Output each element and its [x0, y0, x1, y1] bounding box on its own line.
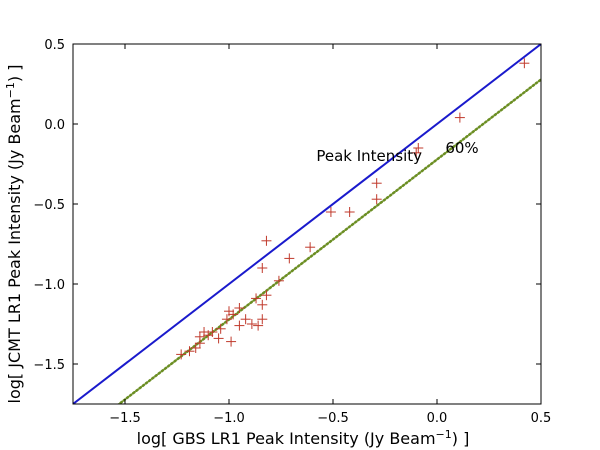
- data-point: [184, 346, 195, 357]
- reference-lines: [73, 44, 541, 404]
- data-point: [257, 299, 268, 310]
- y-tick-label: 0.0: [44, 118, 65, 133]
- data-point: [226, 336, 237, 347]
- sixty-percent-line: [117, 78, 541, 404]
- data-point: [261, 290, 272, 301]
- data-point: [454, 112, 465, 123]
- data-point: [273, 275, 284, 286]
- y-axis-label: log[ JCMT LR1 Peak Intensity (Jy Beam−1)…: [4, 65, 25, 404]
- x-axis-label-exponent: −1: [436, 428, 452, 441]
- data-point: [519, 58, 530, 69]
- y-tick-label: 0.5: [44, 38, 65, 53]
- data-points: [176, 58, 530, 360]
- y-axis-label-exponent: −1: [4, 82, 17, 98]
- axis-ticks: −1.5 −1.0 −0.5 0.0 0.5 −1.5 −1.0 −0.5 0.0 0.5: [33, 38, 551, 426]
- annotation-60-percent: 60%: [445, 139, 478, 157]
- data-point: [224, 306, 234, 317]
- x-axis-label-close: ) ]: [452, 429, 470, 448]
- data-point: [411, 147, 422, 158]
- data-point: [215, 323, 226, 334]
- y-axis-label-close: ) ]: [5, 65, 24, 83]
- data-point: [240, 314, 251, 325]
- x-axis-label-main: log[ GBS LR1 Peak Intensity (Jy Beam: [137, 429, 436, 448]
- plot-frame: [72, 43, 542, 405]
- x-tick-label: −1.5: [109, 411, 141, 426]
- x-tick-label: −1.0: [213, 411, 245, 426]
- data-point: [253, 320, 264, 331]
- data-point: [246, 319, 257, 329]
- data-point: [234, 320, 245, 331]
- data-point: [213, 333, 224, 344]
- data-point: [190, 343, 201, 353]
- y-tick-label: −1.0: [33, 278, 65, 293]
- data-point: [305, 242, 316, 253]
- data-point: [344, 207, 355, 217]
- data-point: [176, 349, 187, 360]
- data-point: [371, 194, 382, 205]
- x-tick-label: −0.5: [317, 411, 349, 426]
- data-point: [371, 178, 382, 189]
- x-axis-label: log[ GBS LR1 Peak Intensity (Jy Beam−1) …: [137, 428, 470, 449]
- data-point: [261, 235, 272, 246]
- data-point: [194, 338, 205, 349]
- x-tick-label: 0.0: [427, 411, 448, 426]
- one-to-one-line: [73, 44, 541, 404]
- annotations: Peak Intensity 60%: [316, 139, 478, 165]
- data-point: [234, 303, 245, 313]
- data-point: [221, 314, 232, 325]
- y-tick-label: −0.5: [33, 198, 65, 213]
- data-point: [325, 207, 336, 217]
- y-tick-label: −1.5: [33, 358, 65, 373]
- data-point: [413, 143, 424, 153]
- data-point: [257, 263, 268, 273]
- data-point: [284, 253, 295, 264]
- x-tick-label: 0.5: [531, 411, 552, 426]
- data-point: [199, 327, 210, 337]
- data-point: [251, 293, 262, 304]
- data-point: [257, 314, 268, 325]
- y-axis-label-main: log[ JCMT LR1 Peak Intensity (Jy Beam: [5, 98, 24, 403]
- annotation-peak-intensity: Peak Intensity: [316, 147, 422, 165]
